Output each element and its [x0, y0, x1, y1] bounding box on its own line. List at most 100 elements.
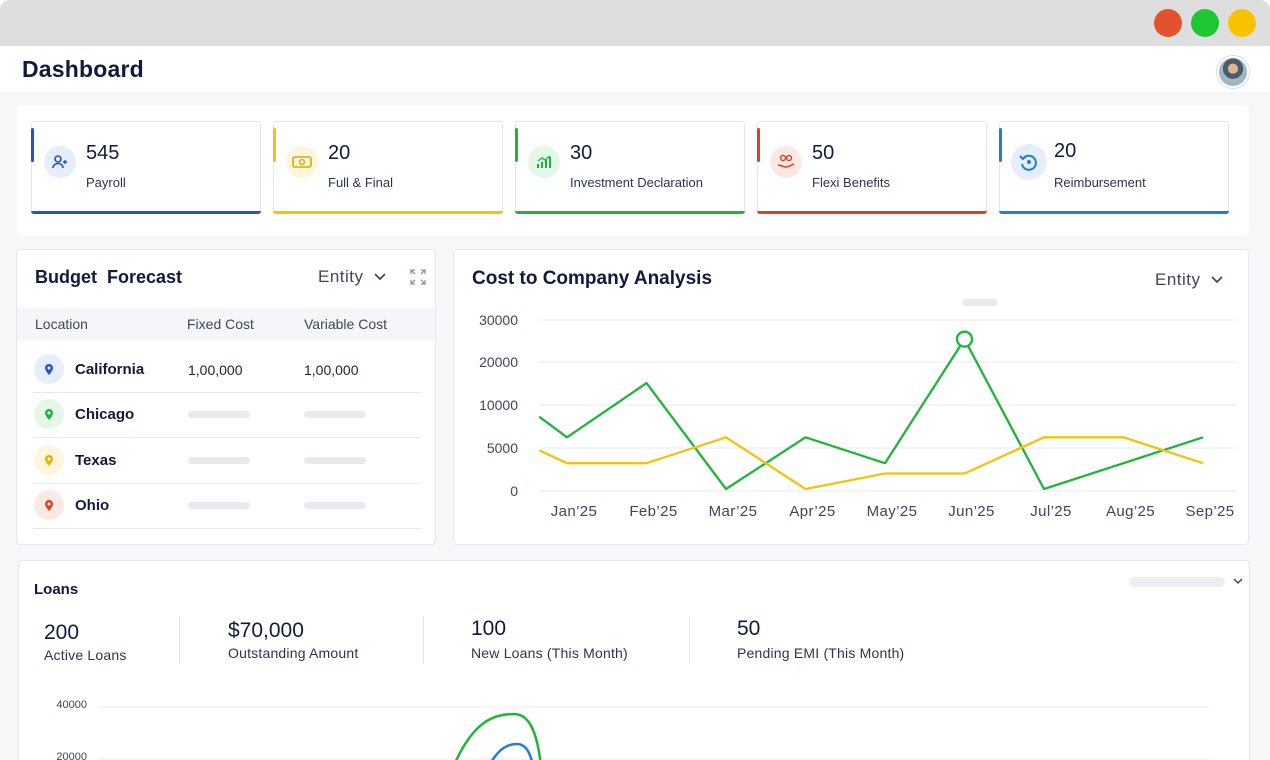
stats-section: 545 Payroll 20 Full & Final 30 Investmen… [17, 105, 1249, 236]
panel-title: Budget Forecast [35, 267, 183, 287]
x-tick-label: Aug’25 [1106, 503, 1155, 520]
card-accent [515, 128, 518, 162]
chevron-down-icon [373, 273, 386, 281]
growth-chart-icon [528, 146, 560, 178]
table-row[interactable]: California 1,00,000 1,00,000 [17, 348, 435, 393]
card-underline [273, 211, 503, 214]
close-window-button[interactable] [1154, 9, 1182, 37]
stat-value: 20 [1054, 140, 1077, 162]
location-pin-icon [34, 354, 64, 384]
column-header-variable-cost: Variable Cost [304, 316, 388, 332]
loan-stat-label: Active Loans [44, 647, 127, 663]
table-row[interactable]: Texas [17, 439, 435, 484]
user-avatar[interactable] [1217, 56, 1249, 88]
row-divider [33, 528, 421, 529]
refund-icon [1011, 144, 1047, 180]
x-tick-label: Apr’25 [789, 503, 835, 520]
stat-card-reimbursement[interactable]: 20 Reimbursement [999, 121, 1229, 214]
row-divider [33, 483, 421, 484]
card-accent [757, 128, 760, 162]
column-header-location: Location [35, 316, 88, 332]
tooltip-placeholder [962, 299, 998, 306]
x-tick-label: May’25 [867, 503, 918, 520]
chevron-down-icon [1210, 276, 1223, 284]
card-underline [999, 211, 1229, 214]
location-name: Ohio [75, 497, 110, 514]
filter-placeholder [1129, 577, 1225, 587]
location-name: Texas [75, 452, 117, 469]
stat-value: 30 [570, 142, 593, 164]
table-row[interactable]: Ohio [17, 484, 435, 529]
stat-label: Payroll [86, 175, 126, 190]
y-tick-label: 40000 [56, 699, 87, 711]
entity-label: Entity [318, 267, 364, 286]
stat-card-payroll[interactable]: 545 Payroll [31, 121, 261, 214]
loading-placeholder [188, 502, 250, 509]
highlight-point[interactable] [955, 330, 974, 348]
ctc-line-chart: 30000 20000 10000 5000 0 Jan’25 Feb’25 Mar’25 Ap… [479, 312, 1236, 520]
expand-icon[interactable] [410, 269, 426, 285]
location-pin-icon [34, 399, 64, 429]
panel-title: Loans [34, 581, 79, 598]
card-accent [273, 128, 276, 162]
loans-panel: Loans 200 Active Loans $70,000 Outstandi… [18, 560, 1250, 760]
x-tick-label: Jan’25 [551, 503, 598, 520]
y-tick-label: 5000 [487, 440, 518, 456]
loading-placeholder [188, 457, 250, 464]
cash-icon [286, 146, 318, 178]
loan-stat-value: $70,000 [228, 619, 304, 642]
budget-forecast-panel: Budget Forecast Entity Location Fixed Co… [16, 249, 436, 545]
stat-value: 50 [812, 142, 835, 164]
y-tick-label: 20000 [56, 751, 87, 760]
hand-coins-icon [770, 146, 802, 178]
stat-card-flexi-benefits[interactable]: 50 Flexi Benefits [757, 121, 987, 214]
stat-card-full-final[interactable]: 20 Full & Final [273, 121, 503, 214]
card-underline [515, 211, 745, 214]
chevron-down-icon[interactable] [1233, 578, 1243, 585]
page-header: Dashboard [0, 46, 1270, 92]
table-row[interactable]: Chicago [17, 393, 435, 438]
series-line-0 [455, 712, 542, 760]
card-accent [999, 128, 1002, 162]
table-header: Location Fixed Cost Variable Cost [17, 307, 435, 341]
maximize-window-button[interactable] [1191, 9, 1219, 37]
loan-stat-value: 50 [737, 617, 761, 640]
ctc-analysis-panel: Cost to Company Analysis Entity 30000 200… [453, 249, 1249, 545]
minimize-window-button[interactable] [1228, 9, 1256, 37]
x-tick-label: Jun’25 [948, 503, 995, 520]
stat-card-investment-declaration[interactable]: 30 Investment Declaration [515, 121, 745, 214]
card-underline [31, 211, 261, 214]
series-line-1 [538, 436, 1204, 491]
loan-stat-value: 200 [44, 621, 80, 644]
loading-placeholder [304, 502, 366, 509]
column-header-fixed-cost: Fixed Cost [187, 316, 254, 332]
loan-stat-label: New Loans (This Month) [471, 645, 628, 661]
divider [689, 616, 690, 664]
variable-cost-value: 1,00,000 [304, 362, 359, 378]
loan-stat-value: 100 [471, 617, 507, 640]
loading-placeholder [304, 457, 366, 464]
card-underline [757, 211, 987, 214]
entity-dropdown[interactable]: Entity [318, 267, 386, 287]
stat-label: Flexi Benefits [812, 175, 891, 190]
series-line-1 [491, 742, 533, 760]
entity-dropdown[interactable]: Entity [1155, 270, 1223, 290]
row-divider [33, 437, 421, 438]
stat-value: 545 [86, 142, 120, 164]
row-divider [33, 392, 421, 393]
loan-stat-label: Outstanding Amount [228, 645, 359, 661]
stat-label: Reimbursement [1054, 175, 1146, 190]
stat-value: 20 [328, 142, 351, 164]
x-tick-label: Jul’25 [1030, 503, 1072, 520]
loading-placeholder [304, 411, 366, 418]
divider [423, 616, 424, 664]
location-pin-icon [34, 490, 64, 520]
loan-stat-label: Pending EMI (This Month) [737, 645, 905, 661]
y-tick-label: 0 [510, 483, 518, 499]
loans-chart: 40000 20000 [56, 699, 1209, 760]
panel-title: Cost to Company Analysis [472, 268, 713, 289]
card-accent [31, 128, 34, 162]
title-bar [0, 0, 1270, 46]
page-title: Dashboard [22, 56, 144, 82]
